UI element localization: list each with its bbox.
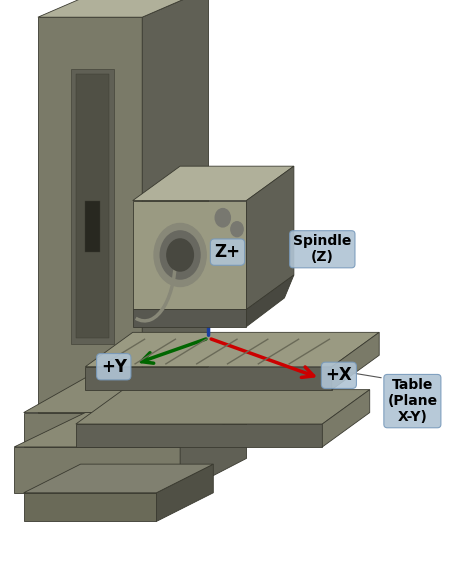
Circle shape	[160, 231, 200, 279]
Text: Z+: Z+	[215, 243, 240, 261]
Polygon shape	[24, 372, 223, 413]
Polygon shape	[76, 390, 370, 424]
Circle shape	[154, 223, 206, 286]
Text: Spindle
(Z): Spindle (Z)	[293, 234, 352, 264]
Polygon shape	[24, 464, 213, 493]
Polygon shape	[322, 390, 370, 447]
Circle shape	[167, 239, 193, 271]
Polygon shape	[85, 332, 379, 367]
Polygon shape	[133, 309, 246, 327]
Polygon shape	[76, 424, 322, 447]
Polygon shape	[133, 166, 294, 201]
Circle shape	[215, 209, 230, 227]
Polygon shape	[71, 69, 114, 344]
Polygon shape	[14, 447, 180, 493]
Polygon shape	[85, 201, 100, 252]
Polygon shape	[24, 493, 156, 521]
Polygon shape	[14, 413, 246, 447]
Polygon shape	[85, 367, 332, 390]
Polygon shape	[152, 372, 223, 447]
Polygon shape	[332, 332, 379, 390]
Text: Table
(Plane
X-Y): Table (Plane X-Y)	[387, 378, 438, 424]
Polygon shape	[246, 275, 294, 327]
Polygon shape	[180, 413, 246, 493]
Polygon shape	[156, 464, 213, 521]
Polygon shape	[246, 166, 294, 309]
Text: +Y: +Y	[101, 358, 127, 376]
Polygon shape	[142, 0, 209, 413]
Polygon shape	[76, 74, 109, 338]
Polygon shape	[38, 17, 142, 413]
Text: +X: +X	[326, 366, 352, 384]
Polygon shape	[24, 413, 152, 447]
Polygon shape	[133, 201, 246, 309]
Circle shape	[231, 222, 243, 237]
Polygon shape	[38, 0, 209, 17]
